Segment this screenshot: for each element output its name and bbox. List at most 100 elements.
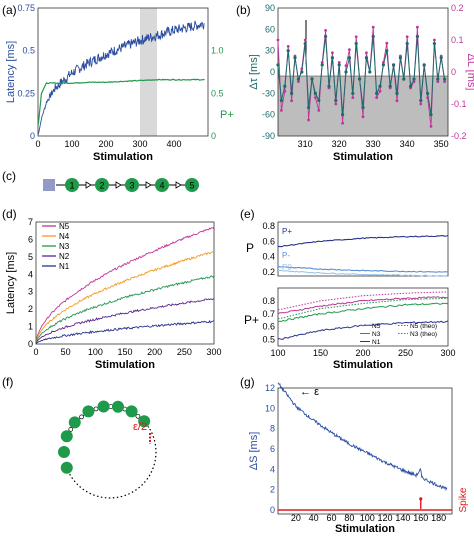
delta-tau-point [399, 56, 402, 59]
delta-tau-point [419, 99, 422, 102]
spike-head [419, 497, 422, 500]
delta-l-point [334, 103, 337, 106]
delta-tau-point [300, 70, 303, 73]
delta-l-point [331, 51, 334, 54]
panel-label-e: (e) [240, 207, 255, 221]
y-tick-labels-bottom: 0.50.60.70.8 [262, 296, 275, 345]
tick-label: 10 [265, 403, 275, 413]
delta-l-point [277, 39, 280, 42]
delta-l-point [426, 96, 429, 99]
synapse-arrow [86, 182, 91, 188]
synapse-arrow [176, 182, 181, 188]
delta-tau-point [389, 85, 392, 88]
delta-tau-point [368, 70, 371, 73]
y-right-tick-labels: 00.51.0 [211, 46, 224, 141]
delta-l-point [341, 122, 344, 125]
delta-tau-point [355, 42, 358, 45]
delta-tau-point [378, 85, 381, 88]
delta-l-point [314, 96, 317, 99]
delta-tau-point [433, 42, 436, 45]
tick-label: 0 [35, 139, 40, 149]
tick-label: 90 [265, 3, 275, 13]
panel-label-f: (f) [2, 375, 13, 389]
delta-tau-point [409, 85, 412, 88]
synapse-marker [80, 415, 84, 419]
tick-label: -60 [262, 110, 275, 120]
latency-series-line [38, 21, 204, 134]
tick-label: 400 [166, 139, 181, 149]
tick-label: 4 [270, 464, 275, 474]
series-labels: P+P-P0 [282, 227, 292, 272]
delta-l-point [379, 90, 382, 93]
y-right-axis-label: Spike [458, 487, 469, 512]
ring-neuron [61, 462, 73, 474]
ring-neuron [126, 405, 138, 417]
tick-label: 150 [117, 347, 132, 357]
series-line-n3 [36, 275, 214, 344]
y-axis-label: Latency [ms] [5, 41, 17, 103]
tick-label: 0.25 [17, 88, 35, 98]
tick-label: 0 [270, 505, 275, 515]
tick-label: 0.6 [262, 322, 275, 332]
x-axis-label: Stimulation [93, 151, 153, 163]
ring-neuron [58, 446, 70, 458]
tick-label: 340 [400, 139, 415, 149]
delta-tau-point [429, 113, 432, 116]
delta-tau-point [416, 35, 419, 38]
delta-tau-point [314, 92, 317, 95]
legend-label: N4 [59, 232, 70, 241]
delta-tau-point [344, 70, 347, 73]
epsilon-annotation: ← ε [300, 386, 319, 398]
tick-label: 140 [395, 513, 410, 523]
tick-label: 6 [28, 234, 33, 244]
legend-label: N3 [372, 331, 381, 338]
delta-tau-point [440, 56, 443, 59]
delta-tau-point [276, 63, 279, 66]
x-axis-label: Stimulation [335, 523, 395, 535]
p-plus-line [278, 298, 448, 319]
delta-tau-point [287, 49, 290, 52]
ring-neuron [69, 416, 81, 428]
probability-line [278, 236, 448, 247]
delta-tau-point [406, 42, 409, 45]
neuron-label: 1 [69, 181, 74, 191]
plot-frame [278, 388, 452, 514]
probability-series [278, 236, 448, 277]
panel-label-a: (a) [2, 3, 17, 17]
tick-label: 7 [28, 217, 33, 227]
delta-l-point [419, 103, 422, 106]
tick-label: 100 [88, 347, 103, 357]
legend-label: N5 [59, 222, 70, 231]
panel-label-b: (b) [236, 3, 251, 17]
ring-neuron [112, 401, 124, 413]
synapse-marker [136, 414, 140, 418]
delta-tau-point [331, 56, 334, 59]
legend-label: N3 [59, 242, 70, 251]
tick-label: 0.7 [262, 309, 275, 319]
delta-tau-point [436, 78, 439, 81]
synapse-marker [94, 407, 98, 411]
tick-label: 0 [211, 131, 216, 141]
ring-neuron [61, 430, 73, 442]
tick-label: 0.2 [262, 267, 275, 277]
delta-l-point [283, 90, 286, 93]
tick-label: 3 [28, 287, 33, 297]
tick-label: 150 [313, 348, 328, 358]
delta-tau-point [375, 92, 378, 95]
legend-label: N1 [59, 262, 70, 271]
tick-label: 350 [434, 139, 449, 149]
delta-l-point [433, 39, 436, 42]
delta-tau-point [307, 106, 310, 109]
delta-l-point [396, 99, 399, 102]
delta-tau-point [423, 63, 426, 66]
delta-l-point [365, 51, 368, 54]
delta-l-point [430, 125, 433, 128]
